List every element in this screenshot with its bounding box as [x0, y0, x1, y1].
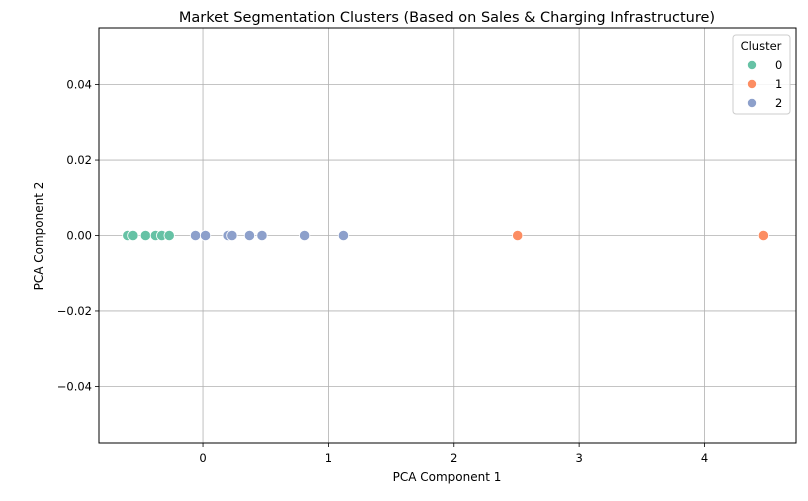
x-axis-label: PCA Component 1 [393, 470, 502, 484]
data-point-cluster-1 [757, 229, 770, 242]
legend-marker [747, 60, 757, 70]
data-point-cluster-2 [243, 229, 256, 242]
legend-marker [747, 79, 757, 89]
data-point-cluster-2 [189, 229, 202, 242]
data-point-cluster-2 [298, 229, 311, 242]
legend-marker [747, 98, 757, 108]
x-tick-label: 1 [325, 451, 332, 465]
y-tick-label: 0.02 [66, 153, 92, 167]
y-tick-label: −0.04 [57, 379, 92, 393]
x-tick-label: 0 [199, 451, 206, 465]
legend-box [732, 34, 791, 115]
legend-label: 0 [775, 58, 782, 72]
legend: Cluster 0 1 2 [732, 34, 791, 115]
data-point-cluster-2 [199, 229, 212, 242]
x-tick-label: 4 [701, 451, 708, 465]
y-tick-label: 0.00 [66, 229, 92, 243]
x-tick-label: 2 [450, 451, 457, 465]
data-point-cluster-2 [226, 229, 238, 242]
grid-lines [99, 28, 796, 443]
legend-label: 1 [775, 77, 782, 91]
y-axis-label: PCA Component 2 [32, 182, 46, 291]
data-point-cluster-2 [256, 229, 268, 242]
data-point-cluster-1 [512, 229, 524, 242]
data-point-cluster-0 [139, 229, 151, 242]
x-tick-label: 3 [575, 451, 582, 465]
legend-title: Cluster [741, 39, 782, 53]
legend-label: 2 [775, 96, 782, 110]
chart-title: Market Segmentation Clusters (Based on S… [179, 10, 715, 26]
y-axis-ticks: 0.04 0.02 0.00 −0.02 −0.04 [57, 78, 99, 393]
data-point-cluster-0 [163, 229, 175, 242]
data-points [122, 229, 770, 242]
data-point-cluster-0 [127, 229, 139, 242]
y-tick-label: 0.04 [66, 78, 92, 92]
x-axis-ticks: 0 1 2 3 4 [199, 443, 708, 465]
y-tick-label: −0.02 [57, 304, 92, 318]
data-point-cluster-2 [337, 229, 350, 242]
